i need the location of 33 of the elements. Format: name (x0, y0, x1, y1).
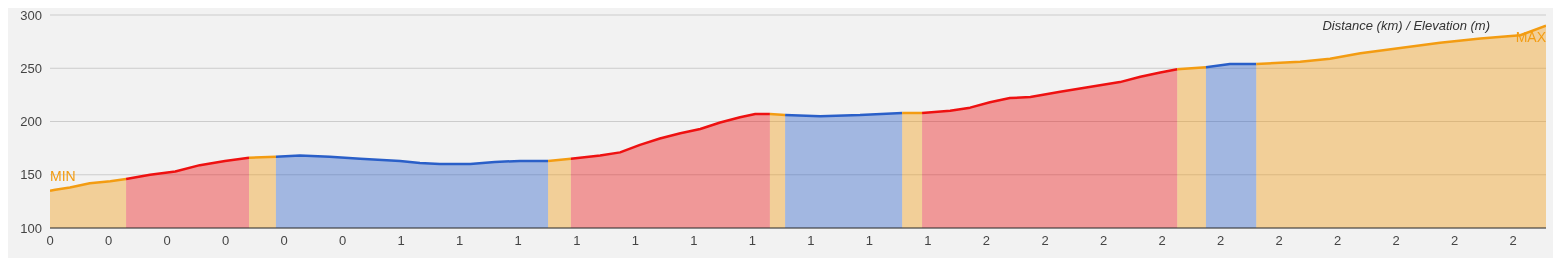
x-tick-label: 1 (573, 233, 581, 249)
x-tick-label: 1 (748, 233, 756, 249)
x-tick-label: 1 (865, 233, 874, 249)
y-tick-label: 200 (20, 114, 42, 130)
x-tick-label: 2 (1334, 233, 1342, 249)
x-tick-label: 2 (1451, 233, 1459, 249)
y-tick-label: 150 (20, 167, 42, 183)
x-tick-label: 2 (1392, 233, 1400, 249)
x-tick-label: 1 (807, 233, 815, 249)
annotation: Distance (km) / Elevation (m) (1319, 18, 1493, 33)
x-tick-label: 2 (1275, 233, 1283, 249)
annotation: MIN (50, 167, 76, 184)
x-tick-label: 2 (1041, 233, 1049, 249)
x-tick-label: 0 (221, 233, 230, 249)
x-tick-label: 1 (631, 233, 639, 249)
x-tick-label: 0 (339, 233, 347, 249)
x-tick-label: 0 (280, 233, 288, 249)
y-tick-label: 300 (20, 7, 42, 23)
x-tick-label: 2 (1216, 233, 1225, 249)
x-tick-label: 2 (1158, 233, 1166, 249)
x-tick-label: 1 (456, 233, 464, 249)
x-tick-label: 1 (924, 233, 932, 249)
x-tick-label: 0 (46, 233, 54, 249)
x-tick-label: 1 (690, 233, 698, 249)
x-tick-label: 2 (1099, 233, 1108, 249)
x-tick-label: 1 (514, 233, 522, 249)
y-tick-label: 250 (20, 60, 42, 76)
y-tick-label: 100 (20, 220, 42, 236)
x-tick-label: 0 (163, 233, 171, 249)
x-tick-label: 2 (1509, 233, 1517, 249)
x-tick-label: 2 (982, 233, 991, 249)
x-tick-label: 0 (104, 233, 113, 249)
x-tick-label: 1 (397, 233, 405, 249)
